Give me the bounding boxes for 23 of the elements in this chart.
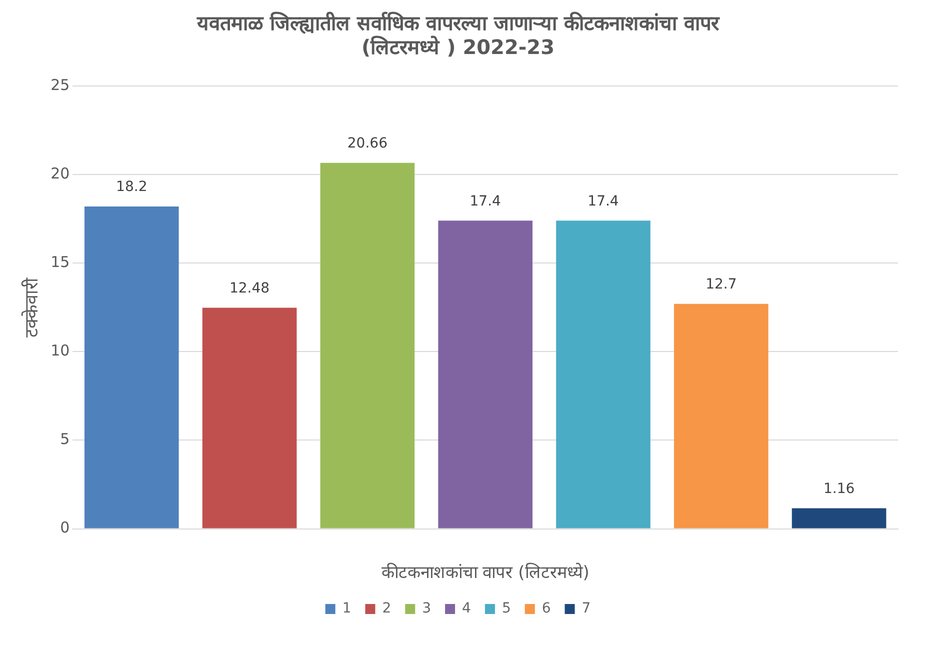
y-tick-label: 5 [60,430,70,448]
y-axis-title: टक्केवारी [20,277,42,338]
data-label: 1.16 [823,480,855,497]
y-tick-label: 15 [50,253,70,272]
data-label: 12.7 [706,276,737,292]
legend-label: 1 [342,600,352,617]
legend-label: 4 [462,600,472,617]
y-tick-label: 25 [50,76,70,94]
x-axis-title: कीटकनाशकांचा वापर (लिटरमध्ये) [381,562,590,584]
legend-label: 6 [542,600,551,617]
data-label: 17.4 [588,193,619,210]
y-tick-label: 0 [60,518,70,537]
legend-label: 2 [382,600,392,617]
legend-label: 7 [582,600,591,617]
data-label: 17.4 [470,193,502,210]
y-tick-label: 20 [50,164,70,182]
data-label: 18.2 [116,179,148,196]
data-label: 12.48 [229,280,270,296]
chart-title: यवतमाळ जिल्ह्यातील सर्वाधिक वापरल्या जाणाऱ्या कीटकनाशकांचा वापर (लिटरमध्ये ) 2022-23 [196,11,720,60]
y-tick-label: 10 [50,342,70,360]
data-label: 20.66 [347,136,388,152]
legend-label: 3 [422,600,432,617]
legend-label: 5 [502,600,511,617]
